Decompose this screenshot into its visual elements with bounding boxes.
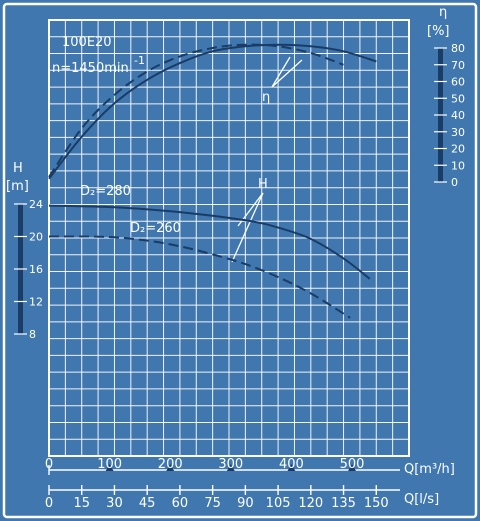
eta-tick-label: 10 [451,159,465,172]
plot-border [48,19,410,457]
eta-tick-label: 0 [451,176,458,189]
eta-tick-label: 30 [451,126,465,139]
efficiency-callout-line-2 [271,59,303,88]
q-m3h-tick-marker [166,464,175,471]
q-ls-axis-title: Q[l/s] [404,492,439,507]
head-callout-line-2 [231,192,264,263]
eta-axis-symbol: η [439,5,447,20]
head-callout-label: H [258,177,268,192]
q-ls-tick-label: 15 [73,496,90,511]
q-m3h-tick-label: 200 [158,457,183,472]
q-m3h-tick-marker [348,464,357,471]
q-m3h-tick-label: 0 [45,457,53,472]
q-ls-tick-label: 90 [237,496,254,511]
curve-label-d280: D₂=280 [80,184,131,199]
eta-tick-label: 80 [451,42,465,55]
q-m3h-tick-marker [226,464,235,471]
speed-label: n=1450min [52,61,129,76]
q-ls-tick-label: 105 [266,496,291,511]
q-m3h-tick-label: 100 [97,457,122,472]
q-m3h-tick-label: 500 [340,457,365,472]
efficiency-curve-dashed [48,43,344,178]
efficiency-curve-solid [48,43,377,180]
eta-tick-label: 70 [451,59,465,72]
q-ls-tick-label: 0 [45,496,53,511]
h-axis-unit: [m] [6,179,29,194]
eta-tick-label: 60 [451,76,465,89]
speed-exponent: -1 [134,54,145,67]
curve-label-d260: D₂=260 [130,221,181,236]
q-m3h-tick-label: 400 [279,457,304,472]
q-ls-tick-label: 60 [172,496,189,511]
eta-tick-label: 40 [451,109,465,122]
h-axis-symbol: H [13,161,23,176]
eta-tick-label: 20 [451,143,465,156]
h-tick-label: 24 [29,198,43,211]
q-m3h-axis-title: Q[m³/h] [404,462,455,477]
q-ls-tick-label: 45 [139,496,156,511]
q-ls-tick-label: 135 [331,496,356,511]
model-label: 100E20 [62,35,112,50]
q-m3h-tick-marker [287,464,296,471]
h-tick-label: 12 [29,296,43,309]
eta-tick-label: 50 [451,92,465,105]
q-ls-tick-label: 120 [298,496,323,511]
head-curve-dashed [48,235,351,319]
curves [48,43,377,319]
q-ls-tick-label: 150 [364,496,389,511]
h-tick-label: 20 [29,231,43,244]
efficiency-callout-line-1 [271,56,291,88]
grid [49,20,409,456]
q-ls-tick-label: 30 [106,496,123,511]
q-m3h-tick-marker [105,464,114,471]
efficiency-callout-label: η [262,90,270,105]
eta-axis-unit: [%] [427,24,450,39]
head-curve-solid [48,204,371,280]
h-tick-label: 16 [29,263,43,276]
h-tick-label: 8 [29,328,36,341]
q-m3h-tick-label: 300 [218,457,243,472]
q-ls-tick-label: 75 [204,496,221,511]
